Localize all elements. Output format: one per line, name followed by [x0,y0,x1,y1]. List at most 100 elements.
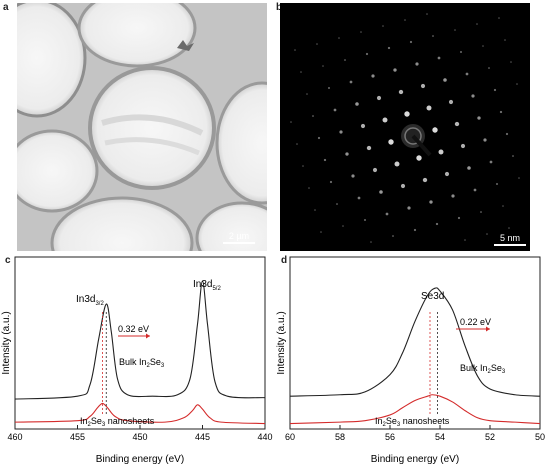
chart-c-peak-label-5-2: In3d5/2 [193,279,221,292]
diffraction-spot [499,110,503,114]
chart-c-xlabel: Binding energy (eV) [96,454,184,465]
diffraction-spot [376,95,382,101]
diffraction-spot [294,49,296,51]
chart-d-frame [289,256,541,430]
chart-d-x-tick-label: 50 [535,432,545,442]
diffraction-spot [336,203,338,205]
diffraction-spot [422,177,428,183]
diffraction-spot [495,182,499,186]
diffraction-spot [308,187,310,189]
chart-c: 460 455 450 445 440 Binding energy (eV) Inte… [1,256,273,465]
chart-d: 60 58 56 54 52 50 Binding energy (eV) Intensi… [276,256,545,465]
diffraction-spot [388,139,394,145]
diffraction-spot [459,50,463,54]
diffraction-spot [385,212,389,216]
chart-d-x-tick-label: 60 [285,432,295,442]
panel-label-a: a [3,2,9,13]
chart-d-xlabel: Binding energy (eV) [371,454,459,465]
diffraction-spot [357,196,361,200]
diffraction-spot [339,130,343,134]
diffraction-spot [409,40,413,44]
saed-pattern: 5 nm [280,3,530,251]
diffraction-spot [338,37,340,39]
chart-c-x-tick-label: 450 [132,432,147,442]
diffraction-spot [342,225,344,227]
diffraction-spot [471,94,475,98]
diffraction-spot [329,180,333,184]
nanosheet-plate [88,66,216,190]
diffraction-spot [345,152,349,156]
diffraction-spot [387,46,391,50]
nanosheet-plate [50,196,194,251]
chart-d-series-nanosheets [289,394,541,425]
diffraction-spot [448,99,454,105]
chart-d-shift-lines [429,312,438,415]
tem-nanosheet-group [17,3,267,251]
diffraction-spot [451,194,455,198]
diffraction-spot [366,145,372,151]
diffraction-spot [404,111,410,117]
diffraction-spot [382,25,384,27]
chart-c-ylabel: Intensity (a.u.) [1,311,12,374]
diffraction-spot [312,115,314,117]
diffraction-spot [379,190,383,194]
diffraction-spot [493,88,497,92]
nanosheet-plate [17,3,87,118]
diffraction-spot [473,188,477,192]
diffraction-spot [296,143,298,145]
diffraction-spot [437,56,441,60]
chart-d-x-tick-label: 56 [385,432,395,442]
diffraction-spot [486,233,488,235]
chart-d-peak-label: Se3d [421,291,444,302]
diffraction-spot [489,160,493,164]
diffraction-spot [426,13,428,15]
diffraction-spot [504,39,506,41]
chart-c-nanosheet-label: In2Se3 nanosheets [80,416,155,428]
diffraction-spot [432,35,434,37]
chart-c-series-bulk [14,280,266,400]
diffraction-spot [290,121,292,123]
diffraction-spot [482,45,484,47]
saed-scale-label: 5 nm [500,233,520,243]
diffraction-spot [316,43,318,45]
diffraction-spot [420,83,426,89]
chart-d-x-tick-label: 58 [335,432,345,442]
diffraction-spot [355,102,359,106]
nanosheet-plate [17,129,99,213]
diffraction-spot [360,123,366,129]
diffraction-spot [444,171,450,177]
diffraction-spot [505,132,509,136]
xps-charts: 460 455 450 445 440 Binding energy (eV) Inte… [1,256,545,465]
panel-label-b: b [276,2,283,13]
diffraction-spot [393,68,397,72]
diffraction-spot [317,136,321,140]
chart-d-nanosheet-label: In2Se3 nanosheets [375,416,450,428]
chart-c-series [14,280,266,425]
diffraction-spot [360,31,362,33]
chart-d-series-bulk [289,287,541,397]
diffraction-spot [460,143,466,149]
nanosheet-plate [215,81,267,205]
diffraction-spot [480,211,482,213]
chart-c-x-tick-label: 460 [7,432,22,442]
diffraction-spot [407,206,411,210]
chart-c-bulk-label: Bulk In2Se3 [119,357,165,369]
diffraction-spot [370,241,372,243]
diffraction-spot [306,93,308,95]
diffraction-spot [508,227,510,229]
diffraction-spot [333,108,337,112]
diffraction-spot [426,105,432,111]
chart-d-x-tick-label: 52 [485,432,495,442]
diffraction-spot [365,52,369,56]
diffraction-spot [320,231,322,233]
diffraction-spot [467,166,471,170]
chart-c-x-tick-label: 455 [70,432,85,442]
diffraction-spot [510,61,512,63]
diffraction-spot [400,183,406,189]
chart-d-bulk-label: Bulk In2Se3 [460,363,506,375]
diffraction-spot [432,127,438,133]
diffraction-spot [465,72,469,76]
diffraction-spot [382,117,388,123]
diffraction-spot [349,80,353,84]
tem-micrograph: 2 µm [17,3,267,251]
